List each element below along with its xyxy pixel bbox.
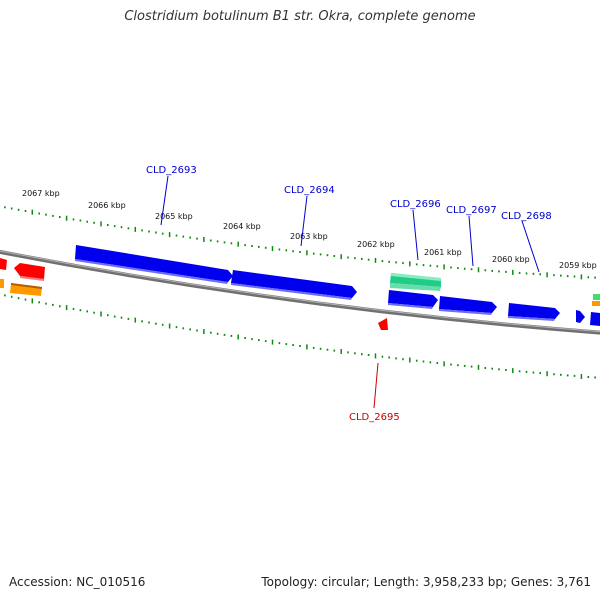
kbp-label-2064: 2064 kbp	[223, 222, 261, 231]
gene-cld-2698[interactable]	[508, 303, 560, 319]
gene-label-cld-2698[interactable]: CLD_2698	[501, 211, 552, 222]
kbp-label-2062: 2062 kbp	[357, 240, 395, 249]
callout-cld-2694	[300, 195, 308, 247]
gene-cld-2695[interactable]	[378, 318, 388, 330]
chromosome-backbone	[0, 249, 600, 335]
reverse-strand-genes	[0, 258, 388, 330]
page-title: Clostridium botulinum B1 str. Okra, comp…	[124, 9, 476, 24]
accession-text: Accession: NC_010516	[9, 575, 146, 589]
gene-edge-reverse-b[interactable]	[14, 263, 45, 279]
callout-cld-2698	[521, 220, 540, 273]
kbp-label-2066: 2066 kbp	[88, 201, 126, 210]
gene-cld-2694[interactable]	[231, 270, 357, 298]
gene-edge-forward[interactable]	[590, 312, 600, 326]
kbp-label-2061: 2061 kbp	[424, 248, 462, 257]
gene-cld-2696[interactable]	[388, 290, 438, 307]
gene-green-edge[interactable]	[593, 294, 600, 300]
gene-edge-reverse-b-shadow	[20, 276, 44, 281]
gene-rna-shadow	[390, 283, 441, 291]
kbp-label-2067: 2067 kbp	[22, 189, 60, 198]
kbp-label-2060: 2060 kbp	[492, 255, 530, 264]
gene-cld-2694-shadow	[231, 283, 352, 300]
gene-rna-highlight	[391, 273, 441, 281]
gene-cld-2693[interactable]	[75, 245, 233, 282]
kbp-label-2059: 2059 kbp	[559, 261, 597, 270]
gene-label-cld-2693[interactable]: CLD_2693	[146, 165, 197, 176]
gene-edge-reverse-a[interactable]	[0, 258, 7, 270]
forward-strand-genes	[75, 245, 600, 326]
other-genes	[0, 279, 600, 306]
outer-tick-track	[4, 206, 596, 280]
gene-label-cld-2695[interactable]: CLD_2695	[349, 412, 400, 423]
kbp-label-2065: 2065 kbp	[155, 212, 193, 221]
callout-cld-2695	[373, 362, 379, 409]
gene-orange-c[interactable]	[592, 301, 600, 306]
gene-orange-a[interactable]	[0, 279, 4, 288]
gene-cld-2697[interactable]	[439, 296, 497, 313]
gene-label-cld-2694[interactable]: CLD_2694	[284, 185, 335, 196]
callout-cld-2697	[468, 215, 474, 267]
gene-cld-2698-shadow	[508, 316, 555, 321]
callout-cld-2693	[160, 175, 169, 226]
inner-tick-track	[4, 294, 596, 379]
gene-cld-2693-shadow	[75, 259, 228, 284]
chromosome-backbone-highlight	[0, 250, 600, 333]
gene-cld-2697-shadow	[439, 309, 492, 315]
gene-orange-b-dark	[11, 283, 42, 289]
gene-small-forward[interactable]	[576, 310, 585, 323]
kbp-label-2063: 2063 kbp	[290, 232, 328, 241]
gene-label-cld-2697[interactable]: CLD_2697	[446, 205, 497, 216]
callout-cld-2696	[412, 209, 419, 261]
gene-label-cld-2696[interactable]: CLD_2696	[390, 199, 441, 210]
gene-cld-2696-shadow	[388, 303, 433, 309]
genome-stats-text: Topology: circular; Length: 3,958,233 bp…	[261, 575, 591, 589]
